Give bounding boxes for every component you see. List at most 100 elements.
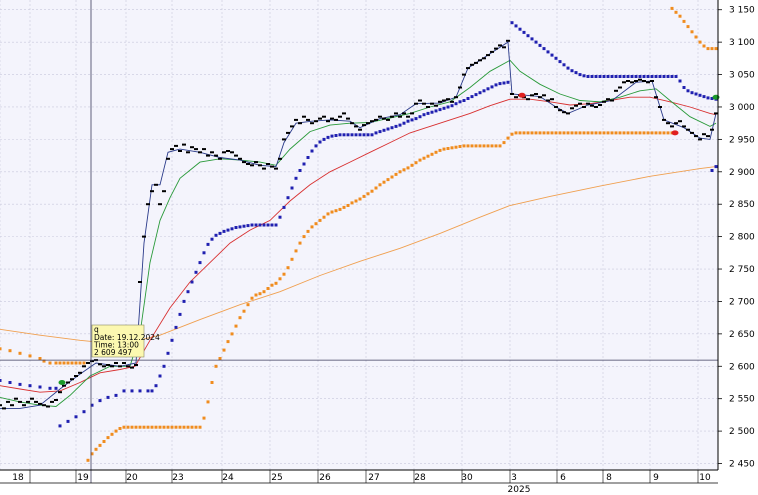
upper-band-point-10 [66,361,70,365]
tooltip-series: q [94,325,99,334]
lower-band-point-107 [502,81,506,85]
lower-band-point-9 [74,415,78,419]
upper-band-top-point-9 [706,47,710,51]
price-point-23 [90,360,94,363]
blue-band-top-point-23 [602,75,606,78]
upper-band-point-143 [598,131,602,135]
lower-band-point-64 [330,134,334,138]
upper-band-point-160 [666,131,670,135]
upper-band-point-115 [486,144,490,148]
blue-band-top-point-37 [658,75,662,78]
lower-band-point-41 [238,225,242,229]
lower-band-point-42 [242,224,246,228]
price-point-34 [134,364,138,366]
price-point-78 [310,122,314,125]
lower-band-point-49 [270,223,274,227]
price-point-74 [294,118,298,121]
upper-band-point-94 [402,168,406,172]
price-point-20 [78,371,82,374]
price-point-82 [326,120,330,123]
upper-band-point-159 [662,131,666,135]
price-point-157 [626,80,630,82]
x-tick-label-11: 6 [560,473,566,483]
lower-band-point-50 [274,223,278,227]
upper-band-point-80 [346,204,350,207]
price-point-61 [242,161,246,164]
x-tick-label-9: 30 [461,473,473,483]
price-point-167 [666,122,670,125]
price-point-25 [98,363,102,366]
y-tick-label-4: 2 650 000 [729,330,758,340]
price-point-12 [46,405,50,408]
price-point-66 [262,167,266,170]
lower-band-point-25 [174,325,178,329]
x-tick-label-7: 27 [368,473,379,483]
upper-band-point-48 [218,357,222,360]
lower-band-point-106 [498,82,502,86]
upper-band-point-20 [106,436,110,440]
upper-band-point-83 [358,197,362,201]
price-point-164 [654,96,658,99]
blue-band-top-point-13 [562,63,566,67]
blue-band-top-point-9 [546,50,550,54]
price-point-49 [194,148,198,151]
upper-band-point-56 [250,296,254,300]
lower-band-point-91 [438,108,442,112]
upper-band-point-44 [202,416,206,420]
price-point-87 [346,117,350,120]
upper-band-point-52 [234,324,238,328]
lower-band-point-45 [254,223,258,227]
lower-band-tail [710,165,718,172]
price-point-107 [426,106,430,108]
blue-band-top-point-25 [610,75,614,78]
lower-band-point-44 [250,223,254,227]
price-point-57 [226,150,230,152]
lower-band-point-77 [382,128,386,132]
lower-band-point-93 [446,105,450,109]
lower-band-point-0 [0,379,2,382]
lower-band-point-19 [150,389,154,393]
upper-band-point-27 [134,425,138,429]
price-point-128 [510,93,514,95]
price-point-70 [278,157,282,160]
price-point-45 [178,150,182,152]
upper-band-point-28 [138,425,142,429]
upper-band-point-112 [474,144,478,148]
upper-band-point-96 [410,163,414,167]
price-point-96 [382,117,386,120]
upper-band-point-72 [314,222,318,226]
price-point-150 [598,104,602,106]
price-point-80 [318,117,322,120]
price-point-50 [198,151,202,154]
upper-band-point-5 [42,359,46,363]
y-tick-label-8: 2 850 000 [729,200,758,210]
lower-band-tail-point-0 [710,169,714,172]
price-point-73 [290,125,294,128]
lower-band-point-104 [490,85,494,89]
upper-band-point-49 [222,348,226,352]
upper-band-top-point-0 [670,6,674,10]
price-point-39 [154,183,158,186]
upper-band-point-50 [226,340,230,344]
lower-band-point-52 [282,205,286,209]
upper-band-point-63 [278,277,282,281]
price-point-97 [386,118,390,121]
price-point-16 [62,384,66,387]
lower-band-point-40 [234,226,238,229]
price-point-163 [650,80,654,82]
price-point-38 [150,190,154,193]
upper-band-point-21 [110,432,114,436]
price-point-126 [502,46,506,49]
blue-band-top-point-29 [626,75,630,78]
price-point-62 [246,163,250,165]
y-tick-label-9: 2 900 000 [729,168,758,178]
lower-band-point-88 [426,111,430,115]
y-tick-label-13: 3 100 000 [729,38,758,48]
lower-band-tail-point-1 [714,165,718,169]
upper-band-point-153 [638,131,642,135]
blue-band-top-point-30 [630,75,634,78]
price-point-170 [678,120,682,123]
lower-band-point-83 [406,119,410,123]
price-point-142 [566,112,570,115]
x-tick-label-10: 3 [511,473,517,483]
